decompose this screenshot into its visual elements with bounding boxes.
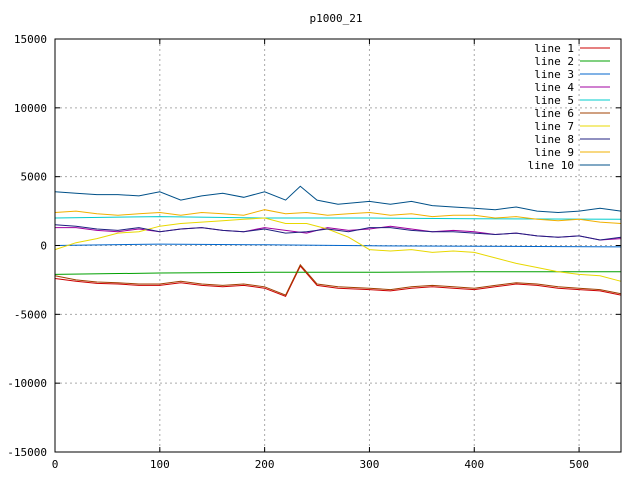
y-tick-label: -5000 <box>14 308 47 321</box>
legend-label: line 4 <box>534 81 574 94</box>
series-line-10 <box>54 185 622 214</box>
y-tick-label: 10000 <box>14 102 47 115</box>
series-lines <box>54 185 622 298</box>
x-tick-label: 0 <box>52 458 59 471</box>
legend-label: line 3 <box>534 68 574 81</box>
legend-label: line 5 <box>534 94 574 107</box>
x-tick-label: 500 <box>569 458 589 471</box>
legend-label: line 1 <box>534 42 574 55</box>
y-tick-label: 5000 <box>21 171 48 184</box>
legend-label: line 6 <box>534 107 574 120</box>
x-tick-label: 100 <box>150 458 170 471</box>
series-line-5 <box>54 216 622 220</box>
x-tick-label: 200 <box>255 458 275 471</box>
x-tick-label: 300 <box>360 458 380 471</box>
series-line-9 <box>54 209 622 224</box>
legend-label: line 2 <box>534 55 574 68</box>
chart-title: p1000_21 <box>310 12 363 25</box>
legend-label: line 9 <box>534 146 574 159</box>
y-tick-label: -10000 <box>7 377 47 390</box>
axis-ticks: 0 100 200 300 400 500 15000 10000 5000 0 -5000 -100… <box>7 33 621 471</box>
series-line-7 <box>54 217 622 282</box>
legend-label: line 8 <box>534 133 574 146</box>
y-tick-label: 15000 <box>14 33 47 46</box>
series-line-2 <box>54 271 621 275</box>
series-line-6 <box>54 263 622 296</box>
y-tick-label: -15000 <box>7 446 47 459</box>
series-line-1 <box>54 265 622 298</box>
series-line-3 <box>54 243 622 248</box>
legend-label: line 10 <box>528 159 574 172</box>
x-tick-label: 400 <box>464 458 484 471</box>
legend-label: line 7 <box>534 120 574 133</box>
y-tick-label: 0 <box>40 240 47 253</box>
series-line-8 <box>54 224 622 241</box>
